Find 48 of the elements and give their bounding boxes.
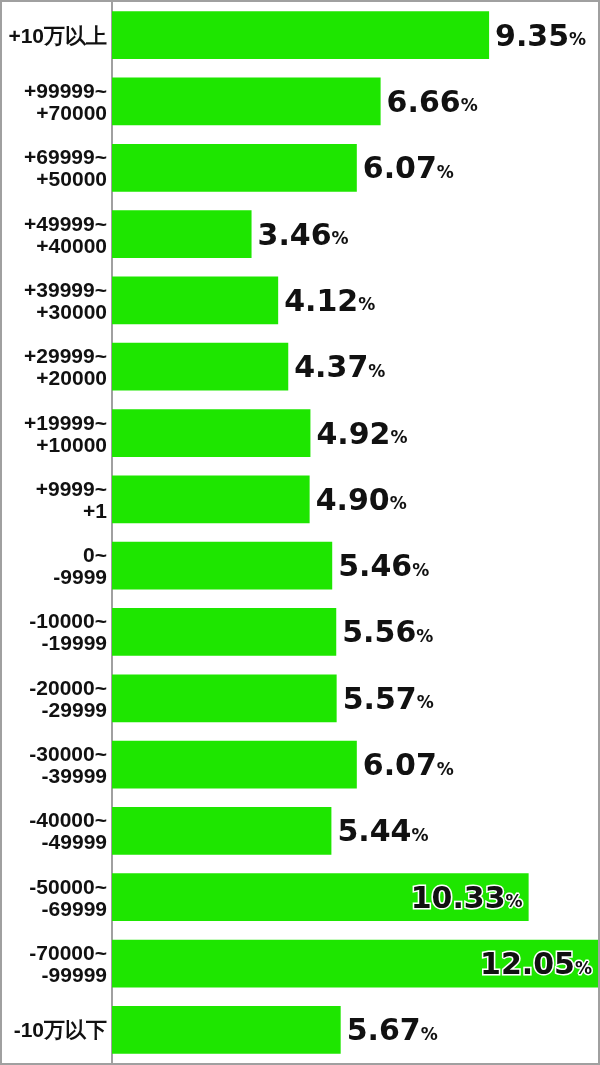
- data-label: 5.56%: [342, 614, 434, 650]
- y-tick-label: +29999~+20000: [24, 344, 107, 390]
- bar: [112, 1005, 341, 1054]
- data-label: 5.67%: [346, 1012, 438, 1048]
- data-label: 4.37%: [294, 349, 386, 385]
- y-tick-label: -20000~-29999: [29, 675, 107, 721]
- bar: [112, 342, 289, 391]
- data-label: 5.44%: [337, 813, 429, 849]
- y-tick-label: +99999~+70000: [24, 78, 107, 124]
- y-tick-label: -10万以下: [13, 1018, 107, 1042]
- data-label: 6.66%: [386, 83, 478, 119]
- y-tick-label: -10000~-19999: [29, 609, 107, 655]
- bar: [112, 608, 337, 656]
- data-label: 4.90%: [315, 481, 407, 517]
- y-tick-label: 0~-9999: [53, 543, 107, 589]
- y-tick-label: -50000~-69999: [29, 874, 107, 920]
- bar: [112, 475, 310, 524]
- bar: [112, 740, 357, 789]
- bar: [112, 11, 490, 60]
- y-tick-label: +49999~+40000: [24, 211, 107, 257]
- y-tick-label: -40000~-49999: [29, 808, 107, 854]
- data-label: 3.46%: [257, 216, 349, 252]
- y-tick-label: +19999~+10000: [24, 410, 107, 456]
- bar: [112, 807, 332, 855]
- bar: [112, 276, 279, 325]
- y-tick-label: -30000~-39999: [29, 742, 107, 788]
- bar: [112, 873, 529, 922]
- y-tick-label: +39999~+30000: [24, 277, 107, 323]
- bar: [112, 143, 357, 192]
- data-label: 5.57%: [342, 680, 434, 716]
- data-label: 6.07%: [362, 150, 454, 186]
- y-tick-label: +9999~+1: [35, 476, 108, 522]
- data-label: 4.92%: [316, 415, 408, 451]
- y-tick-label: +10万以上: [8, 23, 107, 47]
- data-label: 4.12%: [284, 282, 376, 318]
- bar: [112, 210, 252, 258]
- data-label: 12.05%: [480, 946, 593, 982]
- data-label: 6.07%: [362, 747, 454, 783]
- y-tick-label: -70000~-99999: [29, 941, 107, 987]
- bar: [112, 77, 381, 126]
- bar: [112, 541, 333, 590]
- bar: [112, 939, 598, 988]
- bar: [112, 674, 337, 723]
- data-label: 5.46%: [338, 548, 430, 584]
- data-label: 10.33%: [410, 879, 523, 915]
- bar: [112, 409, 311, 457]
- y-tick-label: +69999~+50000: [24, 145, 107, 191]
- data-label: 9.35%: [495, 17, 587, 53]
